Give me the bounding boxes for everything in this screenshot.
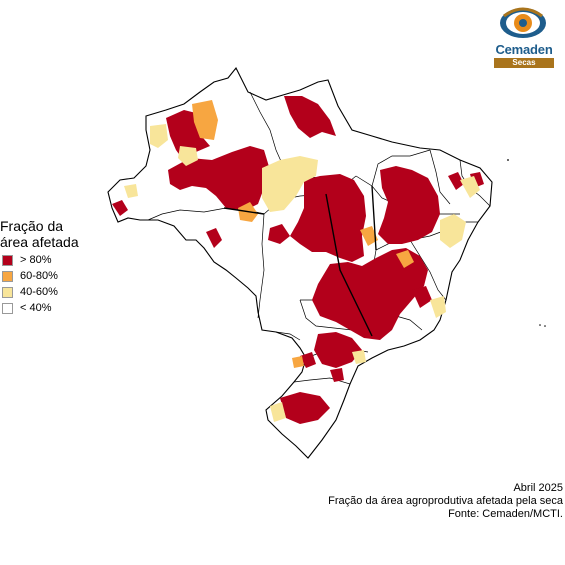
- legend-item: 60-80%: [0, 269, 110, 285]
- legend-title-line1: Fração da: [0, 218, 64, 234]
- legend-label: 60-80%: [20, 270, 58, 282]
- drought-40-60: [124, 124, 480, 422]
- legend: Fração da área afetada > 80% 60-80% 40-6…: [0, 218, 110, 317]
- legend-label: 40-60%: [20, 286, 58, 298]
- logo-subtitle: Secas: [494, 58, 554, 68]
- legend-item: > 80%: [0, 253, 110, 269]
- footer: Abril 2025 Fração da área agroprodutiva …: [328, 482, 563, 521]
- region-borders: [223, 185, 377, 337]
- legend-item: 40-60%: [0, 285, 110, 301]
- footer-source: Fonte: Cemaden/MCTI.: [448, 508, 563, 520]
- logo-name: Cemaden: [495, 42, 553, 57]
- legend-swatch: [2, 287, 13, 298]
- legend-label: < 40%: [20, 302, 52, 314]
- footer-date: Abril 2025: [513, 482, 563, 494]
- cemaden-logo: Cemaden Secas: [490, 4, 558, 68]
- footer-description: Fração da área agroprodutiva afetada pel…: [328, 495, 563, 507]
- legend-label: > 80%: [20, 254, 52, 266]
- legend-item: < 40%: [0, 301, 110, 317]
- islands: [507, 159, 546, 327]
- legend-title-line2: área afetada: [0, 234, 79, 250]
- legend-swatch: [2, 271, 13, 282]
- eye-icon: [500, 7, 546, 38]
- drought-60-80: [192, 100, 414, 368]
- legend-swatch: [2, 255, 13, 266]
- legend-swatch: [2, 303, 13, 314]
